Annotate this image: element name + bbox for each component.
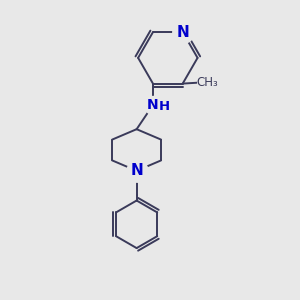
Text: N: N bbox=[147, 98, 159, 112]
Text: H: H bbox=[159, 100, 170, 113]
Text: N: N bbox=[176, 25, 189, 40]
Text: CH₃: CH₃ bbox=[196, 76, 218, 88]
Text: N: N bbox=[130, 163, 143, 178]
